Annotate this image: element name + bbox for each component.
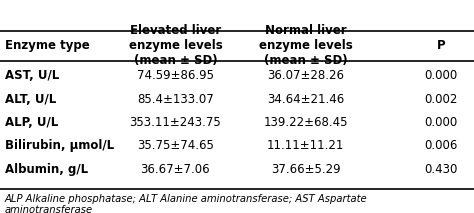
Text: Enzyme type: Enzyme type [5,39,90,52]
Text: 36.07±28.26: 36.07±28.26 [267,69,344,82]
Text: 85.4±133.07: 85.4±133.07 [137,92,214,106]
Text: 0.000: 0.000 [424,69,457,82]
Text: 35.75±74.65: 35.75±74.65 [137,139,214,153]
Text: 74.59±86.95: 74.59±86.95 [137,69,214,82]
Text: Normal liver
enzyme levels
(mean ± SD): Normal liver enzyme levels (mean ± SD) [259,24,353,67]
Text: 36.67±7.06: 36.67±7.06 [141,163,210,176]
Text: 0.430: 0.430 [424,163,457,176]
Text: ALT, U/L: ALT, U/L [5,92,56,106]
Text: Bilirubin, μmol/L: Bilirubin, μmol/L [5,139,114,153]
Text: 37.66±5.29: 37.66±5.29 [271,163,340,176]
Text: P: P [437,39,445,52]
Text: AST, U/L: AST, U/L [5,69,59,82]
Text: 353.11±243.75: 353.11±243.75 [129,116,221,129]
Text: 0.006: 0.006 [424,139,457,153]
Text: Elevated liver
enzyme levels
(mean ± SD): Elevated liver enzyme levels (mean ± SD) [128,24,222,67]
Text: 139.22±68.45: 139.22±68.45 [264,116,348,129]
Text: 0.002: 0.002 [424,92,457,106]
Text: Albumin, g/L: Albumin, g/L [5,163,88,176]
Text: 0.000: 0.000 [424,116,457,129]
Text: 11.11±11.21: 11.11±11.21 [267,139,345,153]
Text: ALP, U/L: ALP, U/L [5,116,58,129]
Text: 34.64±21.46: 34.64±21.46 [267,92,344,106]
Text: ALP Alkaline phosphatase; ALT Alanine aminotransferase; AST Aspartate
aminotrans: ALP Alkaline phosphatase; ALT Alanine am… [5,194,367,213]
